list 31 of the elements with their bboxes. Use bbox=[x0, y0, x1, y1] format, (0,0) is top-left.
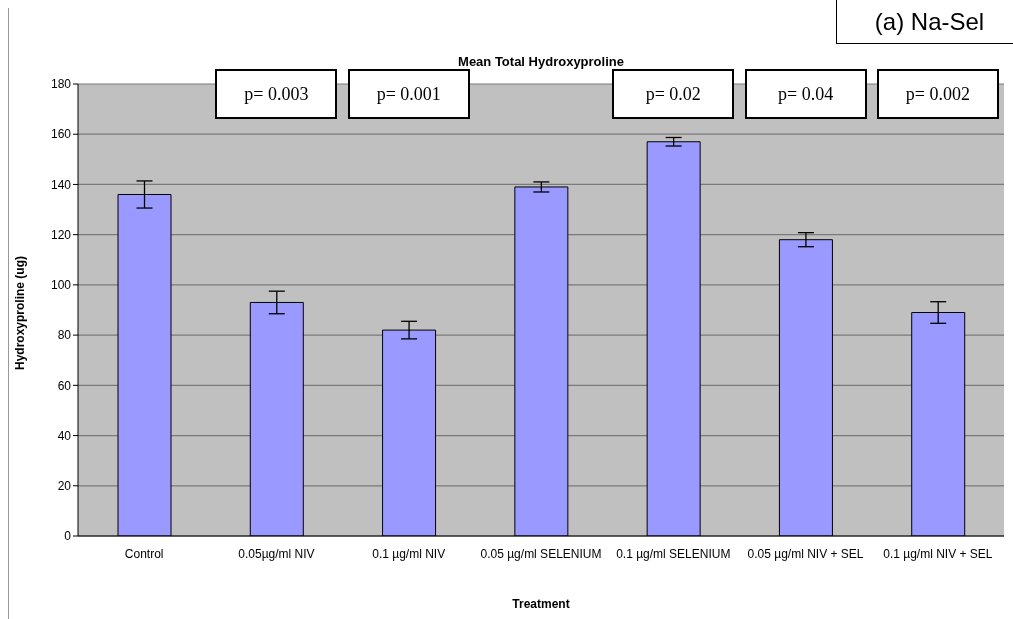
y-tick-label: 80 bbox=[57, 328, 72, 343]
label-frame: p= 0.001 bbox=[347, 69, 470, 119]
annotation: p= 0.003 bbox=[244, 83, 309, 105]
y-tick-label: 100 bbox=[50, 278, 72, 293]
annotation: p= 0.002 bbox=[905, 83, 970, 105]
label-frame: p= 0.003 bbox=[215, 69, 338, 119]
x-axis-title: Treatment bbox=[512, 597, 570, 611]
x-tick-label: 0.1 µg/ml NIV bbox=[372, 547, 446, 561]
y-tick-label: 160 bbox=[50, 127, 72, 142]
y-tick-label: 40 bbox=[57, 428, 72, 443]
annotation: p= 0.02 bbox=[645, 83, 701, 105]
label-frame: p= 0.02 bbox=[612, 69, 735, 119]
label-frame: p= 0.04 bbox=[744, 69, 867, 119]
y-axis-title: Hydroxyproline (ug) bbox=[13, 255, 28, 370]
y-tick-label: 60 bbox=[57, 378, 72, 393]
x-tick-label: 0.05 µg/ml NIV + SEL bbox=[747, 547, 864, 561]
annotation: p= 0.001 bbox=[376, 83, 441, 105]
y-tick-label: 120 bbox=[50, 227, 72, 242]
label-frame: (a) Na-Sel bbox=[836, 0, 1013, 44]
x-tick-label: 0.05µg/ml NIV bbox=[238, 547, 315, 561]
y-tick-label: 0 bbox=[64, 529, 72, 544]
chart-title: Mean Total Hydroxyproline bbox=[457, 54, 625, 69]
x-tick-label: 0.05 µg/ml SELENIUM bbox=[480, 547, 602, 561]
label-frame: p= 0.002 bbox=[876, 69, 999, 119]
y-tick-label: 140 bbox=[50, 177, 72, 192]
x-tick-label: 0.1 µg/ml SELENIUM bbox=[616, 547, 731, 561]
x-tick-label: 0.1 µg/ml NIV + SEL bbox=[883, 547, 993, 561]
x-tick-label: Control bbox=[124, 547, 164, 561]
y-tick-label: 20 bbox=[57, 479, 72, 494]
annotation: p= 0.04 bbox=[777, 83, 834, 105]
y-tick-label: 180 bbox=[50, 77, 72, 92]
